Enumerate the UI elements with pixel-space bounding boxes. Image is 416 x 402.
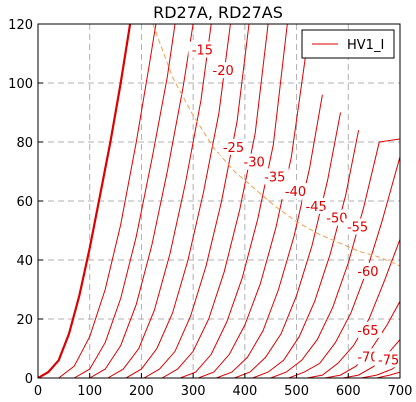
y-tick-label: 60 [16, 195, 33, 210]
curve-label-bg [343, 218, 372, 235]
series-group [38, 24, 400, 378]
x-tick-label: 400 [232, 384, 257, 399]
grid-voltage-curve [198, 53, 307, 378]
grid-voltage-curve [89, 24, 194, 378]
max-dissipation-curve [152, 24, 400, 267]
grid-voltage-curve [376, 371, 400, 378]
grid-voltage-curve [143, 24, 250, 378]
curve-label: -20 [213, 64, 234, 79]
curve-label-bg [374, 351, 403, 368]
y-tick-label: 40 [16, 254, 33, 269]
x-tick-label: 200 [129, 384, 154, 399]
curves [38, 24, 400, 378]
grid-voltage-curve [343, 339, 400, 378]
y-tick-label: 20 [16, 313, 33, 328]
curve-label-bg [353, 321, 382, 338]
curve-label: -50 [326, 212, 347, 227]
curve-label: -60 [357, 265, 378, 280]
curve-label: -70 [357, 350, 378, 365]
curve-label: -55 [347, 221, 368, 236]
y-tick-label: 80 [16, 136, 33, 151]
curve-label-bg [209, 62, 238, 79]
x-tick-label: 100 [77, 384, 102, 399]
axis-ticks: 0 100 200 300 400 500 600 700 0 20 40 60 80 100 120 [8, 18, 412, 399]
curve-label: -30 [244, 156, 265, 171]
curve-label: -45 [306, 200, 327, 215]
chart-title: RD27A, RD27AS [153, 3, 283, 22]
curve-label: -75 [378, 353, 399, 368]
curve-label-bg [219, 138, 248, 155]
y-tick-label: 100 [8, 77, 33, 92]
grid-voltage-curve [125, 24, 231, 378]
legend: HV1_I [301, 29, 395, 59]
curve-labels: -15-20 -25-30-35-40-45-50-55 -60 -65 -70 -75 [188, 41, 403, 368]
x-tick-label: 600 [336, 384, 361, 399]
legend-label: HV1_I [347, 38, 384, 53]
grid-voltage-curve [234, 112, 341, 378]
x-tick-label: 500 [284, 384, 309, 399]
grid-voltage-curve [252, 130, 360, 378]
x-tick-label: 300 [181, 384, 206, 399]
curve-label: -40 [285, 185, 306, 200]
y-tick-label: 0 [25, 372, 33, 387]
grid-voltage-curve [288, 156, 400, 378]
curve-label: -25 [223, 141, 244, 156]
grid-voltage-curve [161, 24, 269, 378]
grid-voltage-curve [216, 94, 323, 378]
grid-voltage-curve [58, 24, 157, 378]
curve-label: -65 [357, 324, 378, 339]
x-tick-label: 0 [34, 384, 42, 399]
curve-label: -15 [192, 44, 213, 59]
grid-voltage-curve [306, 239, 400, 378]
curve-label-bg [353, 262, 382, 279]
x-tick-label: 700 [388, 384, 413, 399]
grid-voltage-curve [73, 24, 176, 378]
curve-label-bg [188, 41, 217, 58]
grid-voltage-curve [180, 24, 288, 378]
curve-label-bg [260, 168, 289, 185]
grid-voltage-curve [107, 24, 212, 378]
y-tick-label: 120 [8, 18, 33, 33]
curve-label-bg [281, 183, 310, 200]
curve-label: -35 [264, 170, 285, 185]
curve-label-bg [240, 153, 269, 170]
grid-voltage-curve [38, 24, 132, 378]
grid-voltage-curve [270, 138, 400, 378]
